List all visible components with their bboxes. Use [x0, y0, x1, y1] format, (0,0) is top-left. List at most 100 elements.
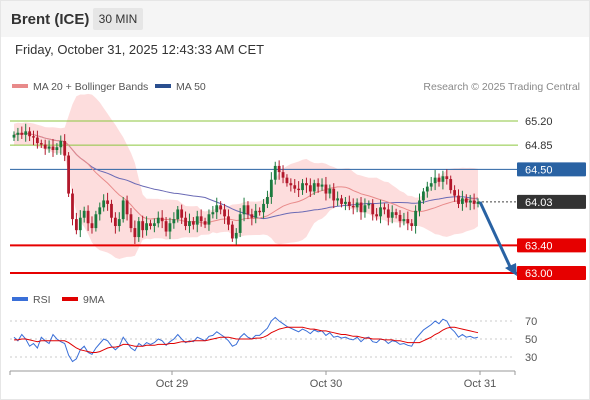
candle-body: [20, 132, 24, 135]
candle-body: [121, 200, 125, 220]
ma20-legend-swatch: [12, 84, 28, 88]
candle-body: [149, 223, 152, 227]
candle-body: [94, 214, 98, 229]
candle-body: [406, 219, 410, 224]
candle-body: [371, 203, 375, 215]
level-label-65.20: 65.20: [525, 116, 553, 128]
rsi-legend-label: RSI: [33, 294, 51, 306]
candle-body: [133, 228, 137, 238]
header-bar: Brent (ICE) 30 MIN: [1, 1, 589, 37]
candle-body: [117, 219, 121, 227]
candle-body: [74, 219, 78, 231]
candle-body: [242, 205, 246, 215]
x-tick-label: Oct 30: [310, 378, 342, 390]
candle-body: [223, 209, 226, 217]
candle-body: [402, 219, 406, 222]
candle-body: [461, 198, 464, 204]
candle-body: [191, 221, 195, 225]
candle-body: [445, 176, 449, 180]
candle-body: [16, 132, 20, 135]
ma9-legend-label: 9MA: [83, 294, 105, 306]
candle-body: [347, 201, 351, 206]
candle-body: [281, 172, 285, 178]
candle-body: [250, 214, 254, 218]
forecast-arrow-head: [505, 263, 517, 276]
candle-body: [464, 198, 468, 203]
interval-button[interactable]: 30 MIN: [93, 8, 143, 30]
ma50-line: [13, 132, 479, 220]
candle-body: [433, 177, 437, 184]
candle-body: [468, 200, 472, 203]
candle-body: [437, 177, 441, 182]
candle-body: [43, 144, 47, 149]
candle-body: [102, 200, 106, 208]
candle-body: [82, 210, 86, 218]
candle-body: [472, 200, 476, 204]
candle-body: [141, 221, 145, 231]
instrument-title: Brent (ICE): [11, 11, 90, 28]
candle-body: [59, 141, 63, 148]
candle-body: [316, 183, 320, 187]
rsi-tick-70: 70: [525, 316, 537, 328]
level-label-64.50: 64.50: [525, 164, 553, 176]
candle-body: [289, 183, 293, 186]
candle-body: [425, 186, 429, 192]
candle-body: [453, 190, 457, 196]
candle-body: [110, 203, 113, 218]
candle-body: [28, 131, 31, 137]
candle-body: [188, 221, 191, 227]
candle-body: [168, 223, 172, 232]
candle-body: [129, 214, 133, 229]
candle-body: [429, 183, 433, 187]
rsi-tick-50: 50: [525, 334, 537, 346]
level-label-63.00: 63.00: [525, 268, 553, 280]
candle-body: [32, 136, 35, 138]
candle-body: [90, 223, 94, 229]
candle-body: [199, 216, 203, 222]
rsi-line: [13, 316, 479, 363]
level-label-63.40: 63.40: [525, 240, 553, 252]
candle-body: [379, 207, 382, 217]
candle-body: [418, 200, 421, 211]
timestamp: Friday, October 31, 2025 12:43:33 AM CET: [15, 42, 265, 57]
candle-body: [98, 207, 102, 215]
ma50-legend-swatch: [155, 84, 171, 88]
ma20-line: [13, 132, 479, 224]
candle-body: [324, 184, 328, 194]
candle-body: [344, 201, 347, 204]
candle-body: [215, 205, 219, 213]
candle-body: [285, 177, 289, 184]
level-tag-64.50: [517, 162, 586, 177]
candle-body: [297, 188, 301, 191]
candle-body: [203, 221, 207, 225]
candle-body: [351, 205, 355, 208]
candle-body: [238, 214, 242, 233]
candle-body: [262, 203, 265, 213]
candle-body: [55, 147, 59, 151]
candle-body: [227, 216, 230, 225]
candle-body: [211, 212, 215, 215]
candle-body: [160, 217, 164, 222]
candle-body: [422, 191, 425, 201]
candle-body: [156, 217, 160, 224]
candle-body: [234, 232, 238, 239]
ma9-legend-swatch: [62, 297, 78, 301]
candle-body: [39, 143, 43, 145]
candle-body: [266, 197, 269, 204]
candle-body: [308, 185, 312, 192]
candle-body: [367, 203, 371, 206]
candle-body: [273, 165, 277, 180]
candle-body: [312, 183, 316, 192]
x-tick-label: Oct 29: [156, 378, 188, 390]
candle-body: [355, 202, 359, 208]
rsi-tick-30: 30: [525, 352, 537, 364]
x-tick-label: Oct 31: [464, 378, 496, 390]
candle-body: [386, 209, 390, 218]
candle-body: [449, 179, 453, 191]
level-label-64.85: 64.85: [525, 140, 553, 152]
candle-body: [35, 137, 39, 144]
candle-body: [47, 146, 51, 149]
candle-body: [246, 205, 250, 215]
candle-body: [320, 184, 324, 187]
